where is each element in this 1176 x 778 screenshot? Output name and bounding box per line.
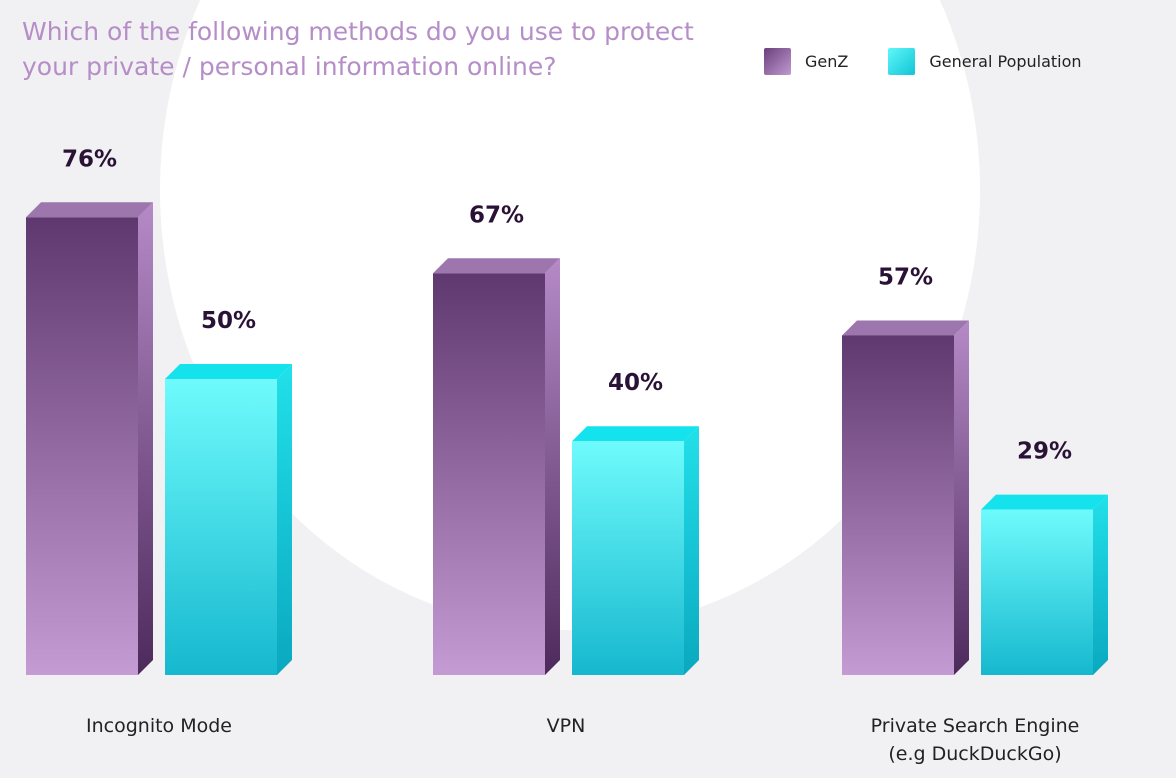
legend-item-general-population: General Population xyxy=(888,48,1082,75)
category-label-private-search-engine-line-2: (e.g DuckDuckGo) xyxy=(888,743,1061,765)
data-label-genz-incognito-mode: 76% xyxy=(62,146,117,172)
bar-top-genz-vpn xyxy=(433,258,560,274)
bar-general-population-private-search-engine xyxy=(981,494,1108,675)
bar-front-genz-private-search-engine xyxy=(842,335,954,675)
bar-front-genz-vpn xyxy=(433,273,545,675)
data-label-genz-private-search-engine: 57% xyxy=(878,264,933,290)
legend-item-genz: GenZ xyxy=(764,48,848,75)
bar-front-general-population-incognito-mode xyxy=(165,379,277,675)
bar-side-genz-private-search-engine xyxy=(954,320,969,675)
data-label-genz-vpn: 67% xyxy=(469,202,524,228)
bar-side-general-population-private-search-engine xyxy=(1093,494,1108,675)
bar-genz-incognito-mode xyxy=(26,202,153,675)
bar-side-genz-vpn xyxy=(545,258,560,675)
bar-front-general-population-vpn xyxy=(572,441,684,675)
legend-swatch-genz xyxy=(764,48,791,75)
legend-label-general-population: General Population xyxy=(929,52,1082,71)
bar-top-general-population-vpn xyxy=(572,426,699,442)
bar-side-general-population-vpn xyxy=(684,426,699,675)
data-label-general-population-vpn: 40% xyxy=(608,370,663,396)
legend-label-genz: GenZ xyxy=(805,52,849,71)
category-label-private-search-engine: Private Search Engine xyxy=(871,715,1080,737)
chart-title: Which of the following methods do you us… xyxy=(22,17,694,81)
bar-side-general-population-incognito-mode xyxy=(277,364,292,675)
bar-genz-private-search-engine xyxy=(842,320,969,675)
bar-top-general-population-private-search-engine xyxy=(981,494,1108,510)
bar-general-population-incognito-mode xyxy=(165,364,292,675)
bar-top-genz-private-search-engine xyxy=(842,320,969,336)
bar-side-genz-incognito-mode xyxy=(138,202,153,675)
legend-swatch-general-population xyxy=(888,48,916,75)
bar-top-general-population-incognito-mode xyxy=(165,364,292,379)
bar-top-genz-incognito-mode xyxy=(26,202,153,218)
data-label-general-population-private-search-engine: 29% xyxy=(1017,439,1072,465)
category-label-incognito-mode: Incognito Mode xyxy=(86,715,232,737)
data-label-general-population-incognito-mode: 50% xyxy=(201,308,256,334)
category-label-vpn: VPN xyxy=(547,715,586,737)
legend: GenZ General Population xyxy=(764,48,1122,75)
bar-general-population-vpn xyxy=(572,426,699,675)
bar-genz-vpn xyxy=(433,258,560,675)
bar-front-general-population-private-search-engine xyxy=(981,509,1093,675)
bar-front-genz-incognito-mode xyxy=(26,217,138,675)
